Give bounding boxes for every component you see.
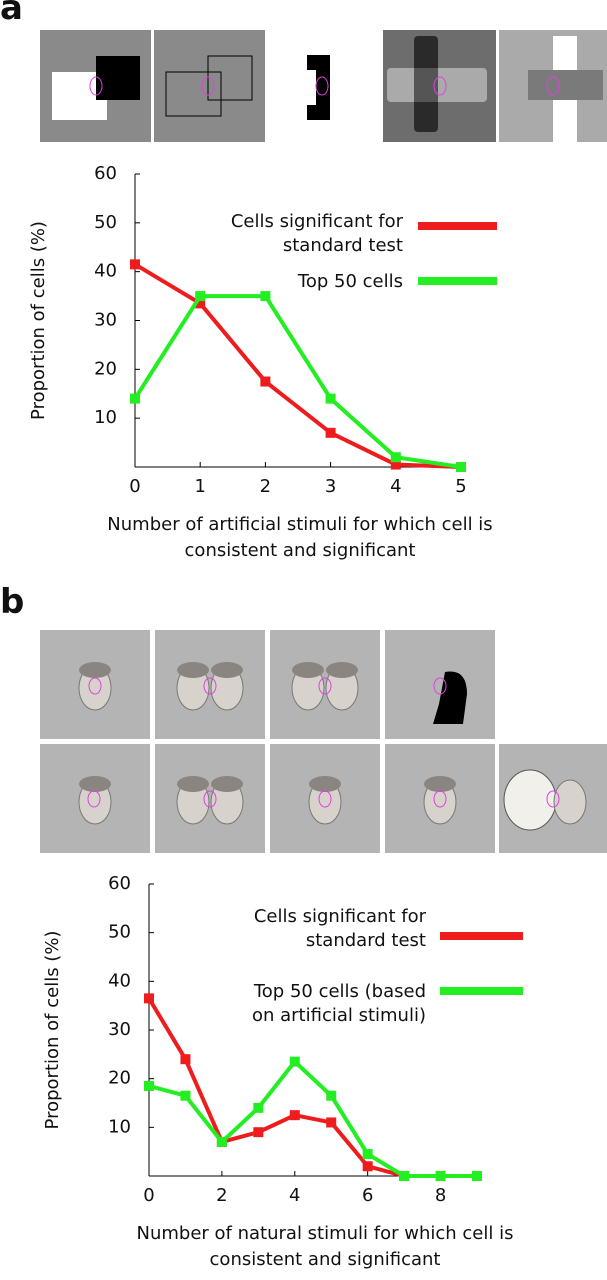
panel-label: b	[0, 582, 25, 622]
rf-marker	[87, 790, 101, 808]
apple	[503, 769, 557, 831]
hair	[79, 662, 111, 678]
x-tick-label: 4	[289, 1185, 300, 1206]
y-tick-label: 40	[108, 970, 131, 991]
point	[253, 1102, 264, 1113]
y-tick-label: 50	[94, 212, 117, 233]
stimulus	[155, 630, 265, 739]
series-line	[147, 997, 405, 1178]
y-tick-label: 30	[94, 310, 117, 331]
point	[289, 1110, 300, 1121]
point	[195, 291, 206, 302]
rf-marker	[318, 677, 332, 695]
stimuli-b	[40, 630, 607, 853]
point	[144, 1080, 154, 1091]
point	[180, 1054, 191, 1065]
x-tick-label: 0	[129, 476, 140, 497]
panel-label: a	[0, 0, 23, 28]
hair	[177, 662, 209, 678]
series-line	[133, 262, 462, 469]
rf-marker	[433, 790, 447, 808]
stimuli-a	[40, 30, 607, 142]
hair	[211, 776, 243, 792]
x-tick-label: 4	[390, 476, 401, 497]
stimulus	[270, 630, 380, 739]
point	[260, 291, 271, 302]
point	[325, 427, 336, 438]
hair	[424, 776, 456, 792]
x-tick-label: 3	[325, 476, 336, 497]
point	[456, 462, 466, 472]
x-tick-label: 0	[143, 1185, 154, 1206]
point	[180, 1090, 191, 1101]
y-axis-label: Proportion of cells (%)	[28, 221, 49, 420]
rf-marker	[88, 677, 102, 695]
hair	[292, 662, 324, 678]
x-tick-label: 6	[362, 1185, 373, 1206]
hair	[211, 662, 243, 678]
point	[399, 1171, 410, 1181]
point	[326, 1090, 337, 1101]
y-tick-label: 30	[108, 1019, 131, 1040]
point	[472, 1171, 482, 1181]
x-axis-label: Number of natural stimuli for which cell…	[136, 1223, 514, 1270]
rf-marker	[203, 677, 217, 695]
x-tick-label: 8	[435, 1185, 446, 1206]
x-tick-label: 2	[216, 1185, 227, 1206]
point	[325, 393, 336, 404]
y-tick-label: 20	[108, 1068, 131, 1089]
y-tick-label: 60	[108, 873, 131, 894]
point	[130, 259, 140, 270]
legend-label: Top 50 cells	[297, 271, 403, 292]
point	[260, 376, 271, 387]
point	[362, 1161, 373, 1172]
y-axis-label: Proportion of cells (%)	[42, 931, 63, 1130]
x-tick-label: 1	[194, 476, 205, 497]
point	[144, 993, 154, 1004]
legend-label: Top 50 cells (based on artificial stimul…	[251, 981, 426, 1026]
stimulus	[155, 744, 265, 853]
hair	[79, 776, 111, 792]
point	[435, 1171, 446, 1181]
point	[289, 1056, 300, 1067]
y-tick-label: 40	[94, 261, 117, 282]
point	[130, 393, 140, 404]
face-silhouette	[433, 671, 467, 724]
hair	[309, 776, 341, 792]
y-tick-label: 20	[94, 358, 117, 379]
rf-marker	[203, 790, 217, 808]
series-line	[148, 1058, 477, 1178]
hair	[326, 662, 358, 678]
y-tick-label: 50	[108, 922, 131, 943]
y-tick-label: 10	[108, 1116, 131, 1137]
x-axis-label: Number of artificial stimuli for which c…	[107, 514, 493, 561]
legend-label: Cells significant for standard test	[253, 906, 426, 951]
y-tick-label: 60	[94, 163, 117, 184]
face	[553, 779, 587, 825]
rf-marker	[433, 677, 447, 695]
rf-marker	[318, 790, 332, 808]
series-line	[133, 294, 462, 469]
point	[253, 1127, 264, 1138]
hair	[177, 776, 209, 792]
point	[390, 452, 401, 463]
point	[195, 298, 206, 309]
x-tick-label: 2	[260, 476, 271, 497]
point	[216, 1136, 227, 1147]
point	[390, 459, 401, 470]
point	[362, 1149, 373, 1160]
rf-marker	[546, 790, 560, 808]
y-tick-label: 10	[94, 407, 117, 428]
x-tick-label: 5	[455, 476, 466, 497]
legend-label: Cells significant for standard test	[230, 211, 403, 256]
point	[326, 1117, 337, 1128]
